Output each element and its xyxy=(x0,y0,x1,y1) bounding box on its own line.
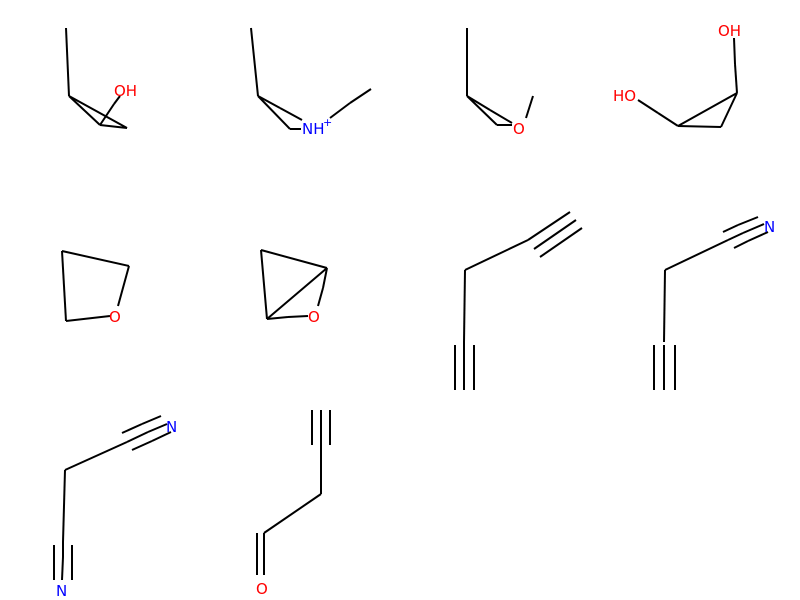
atom-o-label: O xyxy=(256,580,268,598)
molecule-butynal: O xyxy=(256,410,331,598)
molecule-oxabicyclo: O xyxy=(260,249,328,326)
atom-n-label: N xyxy=(56,582,67,600)
molecule-tetrahydrofuran: O xyxy=(61,250,130,326)
molecule-methyl-azetidinium: NH + xyxy=(250,27,372,138)
atom-ho-label: HO xyxy=(613,87,636,105)
atom-n-label: N xyxy=(764,218,775,236)
atom-o-label: O xyxy=(109,308,121,326)
atom-o-label: O xyxy=(308,308,320,326)
atom-oh-label: OH xyxy=(718,22,741,40)
atom-oh-label: OH xyxy=(114,82,137,100)
molecule-penta-diyne xyxy=(454,211,583,390)
molecule-malononitrile: N N xyxy=(53,415,177,600)
atom-n-label: N xyxy=(166,418,177,436)
molecule-methyl-cyclopropanol: OH xyxy=(65,27,137,129)
atom-nh-label: NH xyxy=(302,120,325,138)
molecule-butynenitrile: N xyxy=(653,216,775,390)
molecule-dimethyl-oxetane: O xyxy=(466,28,534,138)
atom-charge-label: + xyxy=(323,116,332,129)
molecule-cyclopropane-diol: OH HO xyxy=(613,22,741,128)
atom-o-label: O xyxy=(513,120,525,138)
